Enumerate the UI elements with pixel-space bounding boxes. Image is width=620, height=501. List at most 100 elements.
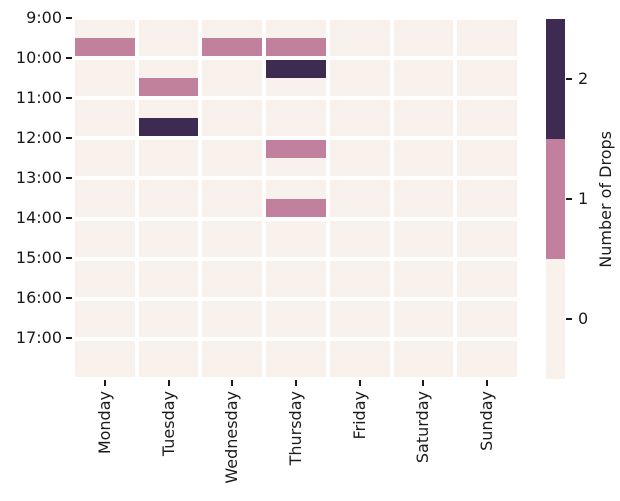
heatmap-cell: [138, 140, 199, 177]
heatmap-cell-half: [75, 38, 135, 57]
heatmap-cell-half: [329, 358, 390, 377]
y-tick-label: 14:00: [15, 208, 62, 227]
heatmap-cell-half: [329, 238, 390, 257]
heatmap-cell-half: [457, 198, 517, 217]
colorbar-tick-label: 2: [578, 69, 589, 88]
heatmap-cell-half: [329, 340, 390, 359]
heatmap-cell-half: [266, 158, 326, 177]
heatmap-cell: [266, 100, 326, 137]
heatmap-cell-half: [202, 140, 263, 159]
y-tick-mark: [66, 97, 72, 99]
heatmap-cell-half: [202, 260, 263, 279]
x-tick-label: Thursday: [286, 391, 305, 466]
heatmap-cell-half: [393, 20, 454, 39]
heatmap-cell: [266, 60, 326, 97]
heatmap-cell-half: [393, 340, 454, 359]
heatmap-cell: [202, 340, 263, 377]
heatmap-cell: [75, 20, 135, 57]
colorbar-tick-label: 0: [578, 309, 589, 328]
x-tick-label: Monday: [94, 391, 114, 455]
heatmap-cell: [266, 140, 326, 177]
colorbar-tick-mark: [566, 198, 572, 200]
heatmap-cell-half: [266, 260, 326, 279]
y-tick-label: 13:00: [15, 168, 62, 187]
heatmap-cell-half: [75, 260, 135, 279]
y-tick-mark: [66, 257, 72, 259]
heatmap-cell-half: [266, 198, 326, 217]
heatmap-cell: [202, 220, 263, 257]
heatmap-cell-half: [393, 180, 454, 199]
heatmap-cell-half: [266, 78, 326, 97]
heatmap-cell: [393, 220, 454, 257]
heatmap-cell: [202, 140, 263, 177]
heatmap-cell-half: [266, 140, 326, 159]
heatmap-cell: [266, 340, 326, 377]
heatmap-cell-half: [266, 318, 326, 337]
y-tick-label: 10:00: [15, 48, 62, 67]
heatmap-cell-half: [457, 238, 517, 257]
x-tick-mark: [422, 380, 425, 386]
heatmap-cell-half: [329, 38, 390, 57]
heatmap-cell-half: [75, 198, 135, 217]
heatmap-cell-half: [457, 300, 517, 319]
heatmap-cell-half: [329, 20, 390, 39]
heatmap-cell: [329, 140, 390, 177]
heatmap-cell-half: [393, 238, 454, 257]
heatmap-cell-half: [138, 358, 199, 377]
heatmap-cell-half: [266, 278, 326, 297]
heatmap-cell: [457, 60, 517, 97]
heatmap-cell-half: [202, 60, 263, 79]
heatmap-cell: [457, 140, 517, 177]
heatmap-cell: [329, 220, 390, 257]
heatmap-cell-half: [75, 278, 135, 297]
heatmap-cell-half: [457, 118, 517, 137]
heatmap-cell-half: [457, 340, 517, 359]
colorbar-label: Number of Drops: [595, 130, 615, 268]
heatmap-cell-half: [266, 60, 326, 79]
y-tick-mark: [66, 177, 72, 179]
y-tick-label: 15:00: [15, 248, 62, 267]
heatmap-cell-half: [457, 278, 517, 297]
heatmap-cell-half: [75, 20, 135, 39]
x-tick-mark: [358, 380, 361, 386]
heatmap-cell: [329, 60, 390, 97]
heatmap-cell-half: [393, 318, 454, 337]
heatmap-cell: [138, 260, 199, 297]
heatmap-cell-half: [266, 340, 326, 359]
heatmap-cell-half: [457, 358, 517, 377]
heatmap-cell-half: [202, 300, 263, 319]
heatmap-cell-half: [393, 158, 454, 177]
heatmap-cell-half: [138, 100, 199, 119]
heatmap-cell-half: [457, 180, 517, 199]
heatmap-cell-half: [202, 340, 263, 359]
heatmap-cell-half: [75, 100, 135, 119]
heatmap-cell-half: [202, 180, 263, 199]
heatmap-cell-half: [202, 118, 263, 137]
heatmap-cell-half: [457, 60, 517, 79]
heatmap-cell-half: [202, 220, 263, 239]
heatmap-cell-half: [138, 78, 199, 97]
heatmap-cell-half: [202, 358, 263, 377]
heatmap-cell: [75, 60, 135, 97]
x-tick-label: Wednesday: [222, 391, 242, 484]
heatmap-cell: [138, 60, 199, 97]
heatmap-cell-half: [393, 198, 454, 217]
colorbar-tick-label: 1: [578, 189, 589, 208]
heatmap-cell: [138, 100, 199, 137]
heatmap-cell: [266, 220, 326, 257]
heatmap-cell: [266, 300, 326, 337]
y-tick-mark: [66, 217, 72, 219]
heatmap-cell: [202, 260, 263, 297]
heatmap-cell: [75, 300, 135, 337]
heatmap-cell: [138, 180, 199, 217]
heatmap-cell-half: [202, 78, 263, 97]
heatmap-cell-half: [329, 140, 390, 159]
x-tick-label: Friday: [349, 391, 369, 440]
heatmap-cell-half: [75, 140, 135, 159]
colorbar: [546, 19, 565, 379]
heatmap-cell: [329, 340, 390, 377]
y-tick-mark: [66, 297, 72, 299]
heatmap-cell-half: [266, 220, 326, 239]
heatmap-cell: [457, 20, 517, 57]
heatmap-cell: [393, 140, 454, 177]
